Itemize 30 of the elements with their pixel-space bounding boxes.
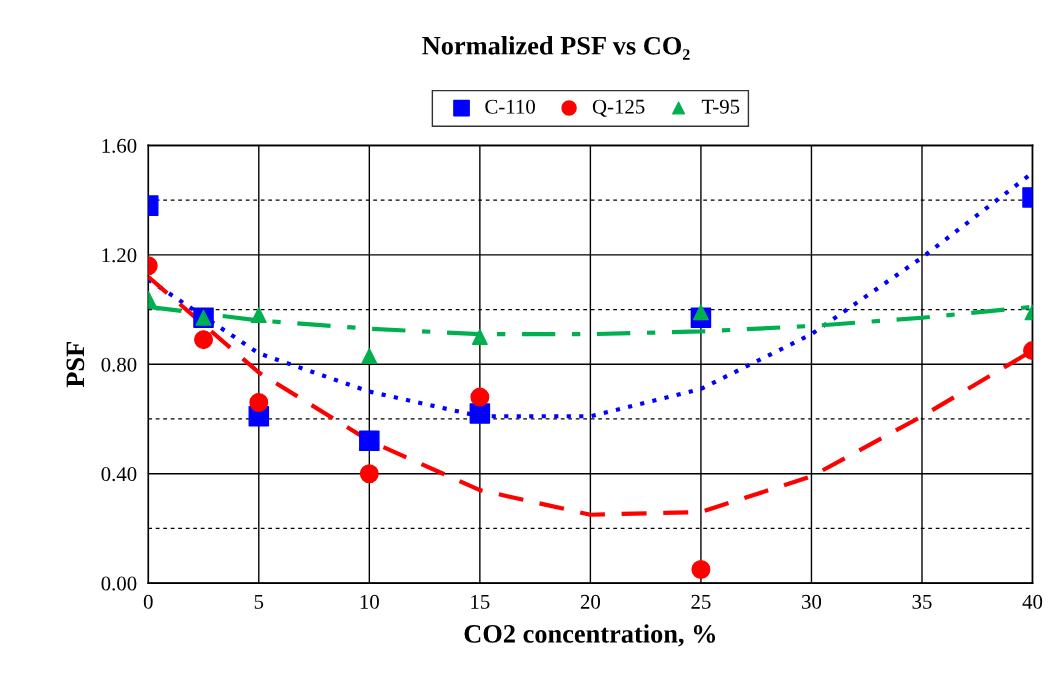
- x-tick-label: 5: [254, 595, 264, 609]
- x-tick-label: 35: [912, 594, 932, 609]
- point: [469, 403, 491, 424]
- legend-label: C-110: [485, 99, 535, 114]
- x-tick-label: 20: [580, 594, 601, 609]
- y-tick-label: 0.40: [101, 467, 137, 482]
- point: [361, 348, 378, 365]
- x-tick-label: 0: [143, 594, 153, 609]
- x-tick-label: 10: [360, 594, 379, 609]
- x-axis-title: CO2 concentration, %: [464, 624, 716, 647]
- y-axis-title: PSF: [66, 342, 85, 388]
- y-tick-label: 1.20: [102, 248, 137, 263]
- y-tick-label: 0.80: [101, 357, 137, 372]
- point: [359, 430, 380, 452]
- legend-label: T-95: [701, 99, 740, 114]
- point: [194, 330, 214, 350]
- chart-title: Normalized PSF vs CO₂: [422, 36, 690, 60]
- y-tick-label: 1.60: [102, 138, 137, 153]
- point: [471, 328, 488, 345]
- point: [691, 559, 711, 579]
- point: [250, 307, 267, 324]
- point: [359, 464, 379, 484]
- x-tick-label: 25: [691, 594, 711, 609]
- legend-label: Q-125: [592, 99, 645, 117]
- point: [470, 387, 490, 407]
- x-tick-label: 40: [1022, 594, 1043, 609]
- point: [249, 393, 269, 413]
- x-tick-label: 30: [802, 594, 822, 609]
- x-tick-label: 15: [471, 594, 490, 609]
- y-tick-label: 0.00: [101, 576, 137, 591]
